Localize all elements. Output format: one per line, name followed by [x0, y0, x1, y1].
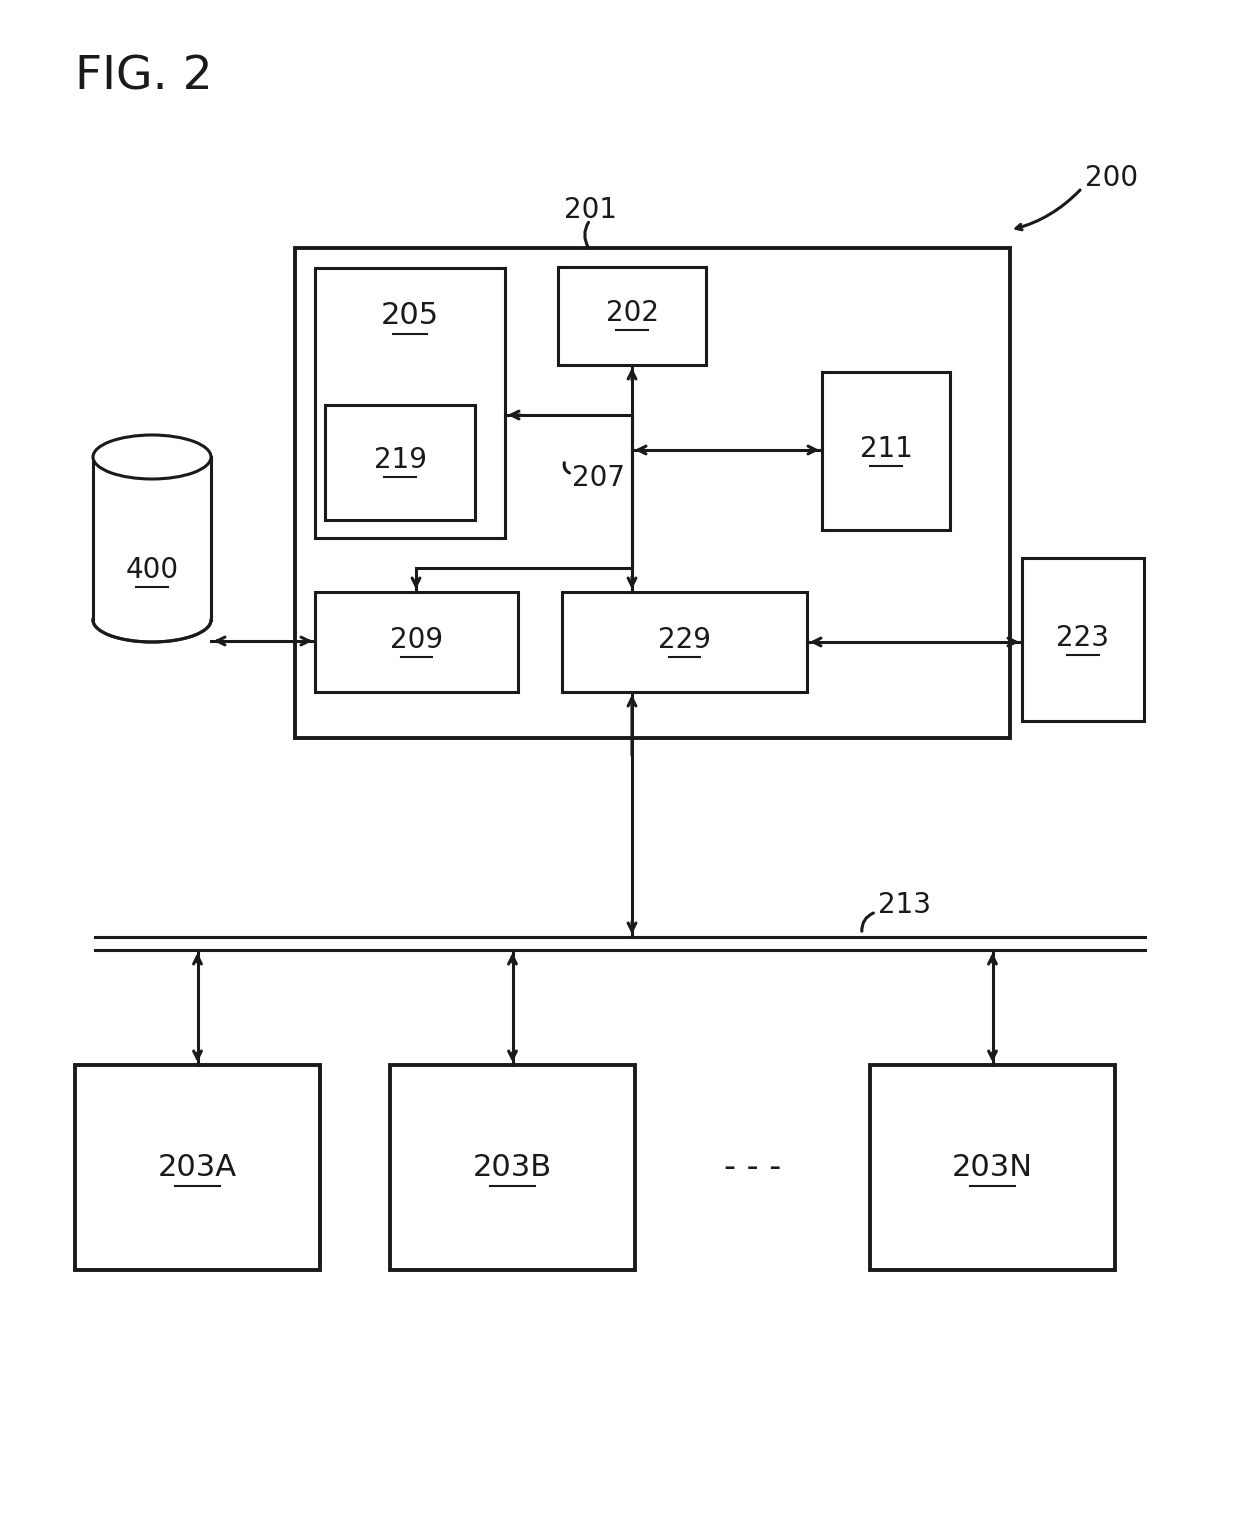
Text: 203A: 203A [157, 1153, 237, 1182]
Bar [295, 248, 1011, 738]
Text: 201: 201 [563, 196, 616, 223]
Text: 211: 211 [859, 434, 913, 463]
Bar [325, 406, 475, 519]
Bar [315, 267, 505, 538]
Bar [93, 457, 211, 620]
Text: 223: 223 [1056, 624, 1110, 652]
Text: 202: 202 [605, 299, 658, 327]
Bar [391, 1065, 635, 1270]
Text: 207: 207 [572, 463, 625, 492]
Text: 200: 200 [1085, 164, 1138, 191]
Ellipse shape [93, 434, 211, 478]
Text: 203N: 203N [952, 1153, 1033, 1182]
Text: 213: 213 [878, 892, 931, 919]
Bar [74, 1065, 320, 1270]
Bar [558, 267, 706, 365]
Text: FIG. 2: FIG. 2 [74, 55, 213, 100]
Bar [870, 1065, 1115, 1270]
Bar [1022, 557, 1145, 722]
Text: 209: 209 [389, 626, 443, 655]
Text: 205: 205 [381, 301, 439, 330]
Text: 219: 219 [373, 447, 427, 474]
Ellipse shape [93, 598, 211, 643]
Bar [562, 592, 807, 693]
Text: 203B: 203B [472, 1153, 552, 1182]
Bar [822, 372, 950, 530]
Bar [315, 592, 518, 693]
Text: 229: 229 [658, 626, 711, 655]
Text: 400: 400 [125, 556, 179, 583]
Text: - - -: - - - [724, 1151, 781, 1183]
